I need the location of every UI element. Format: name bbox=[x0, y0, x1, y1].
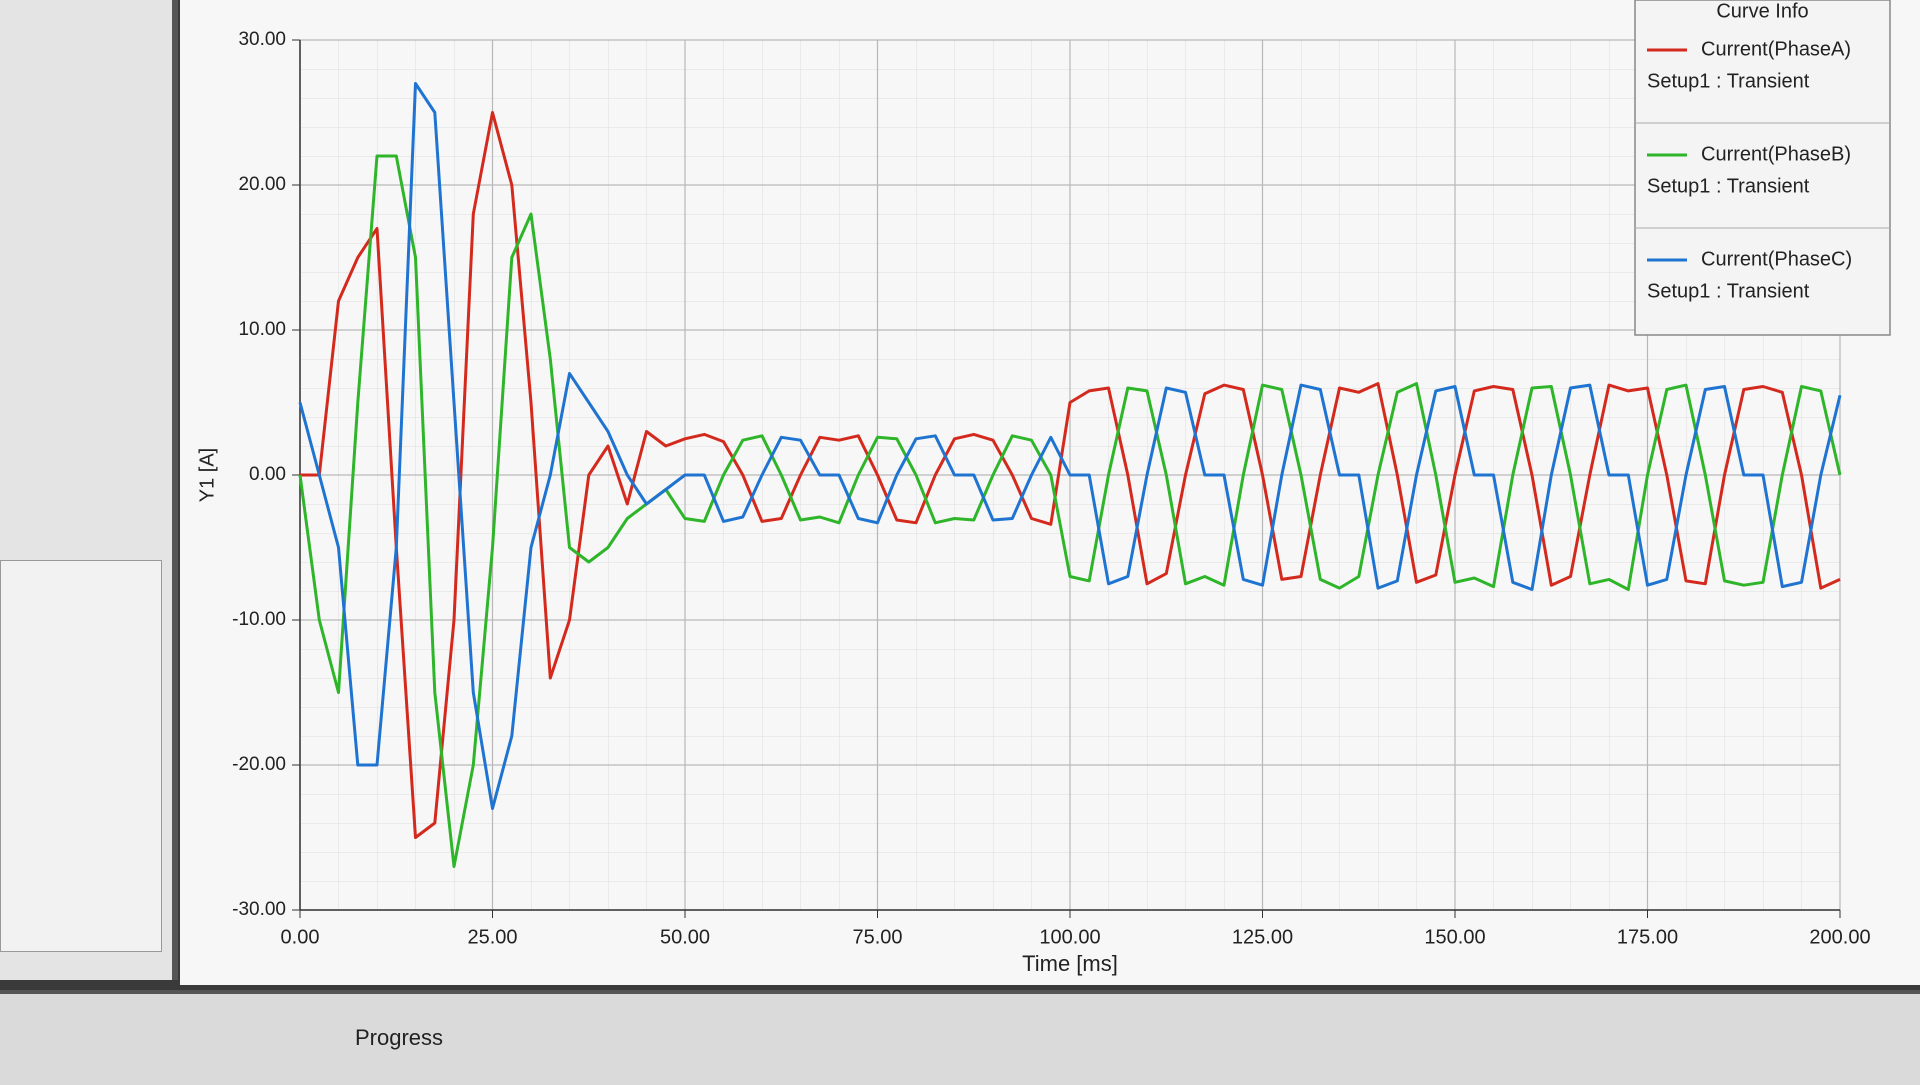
y-tick-label: -30.00 bbox=[232, 899, 286, 920]
series-line bbox=[300, 111, 1841, 839]
x-tick-label: 150.00 bbox=[1424, 926, 1485, 948]
legend-entry: Current(PhaseA) bbox=[1701, 38, 1851, 60]
y-tick-label: 0.00 bbox=[249, 464, 286, 485]
y-tick-label: -10.00 bbox=[232, 609, 286, 630]
y-tick-label: -20.00 bbox=[232, 754, 286, 775]
y-tick-label: 20.00 bbox=[238, 174, 286, 195]
x-tick-label: 125.00 bbox=[1232, 926, 1293, 948]
x-tick-label: 100.00 bbox=[1039, 926, 1100, 948]
y-axis-label: Y1 [A] bbox=[196, 448, 218, 502]
legend-title: Curve Info bbox=[1716, 0, 1808, 22]
x-tick-label: 25.00 bbox=[467, 926, 517, 948]
bottom-panel bbox=[0, 990, 1920, 1085]
series-line bbox=[298, 154, 1842, 868]
x-tick-label: 75.00 bbox=[852, 926, 902, 948]
side-panel-list bbox=[0, 560, 162, 952]
x-tick-label: 0.00 bbox=[281, 926, 320, 948]
progress-tab[interactable]: Progress bbox=[355, 1025, 444, 1050]
x-axis-label: Time [ms] bbox=[1022, 951, 1118, 976]
x-tick-label: 50.00 bbox=[660, 926, 710, 948]
legend-source: Setup1 : Transient bbox=[1647, 280, 1810, 302]
x-tick-label: 200.00 bbox=[1809, 926, 1870, 948]
series-line bbox=[298, 82, 1842, 810]
legend-box bbox=[1634, 0, 1891, 336]
legend-source: Setup1 : Transient bbox=[1647, 70, 1810, 92]
y-tick-label: 10.00 bbox=[238, 319, 286, 340]
legend-entry: Current(PhaseC) bbox=[1701, 248, 1852, 270]
side-panel bbox=[0, 0, 178, 980]
chart: Y1 [A] Time [ms] -30.00 -20.00 -10.00 0.00 1… bbox=[180, 0, 1920, 985]
x-tick-label: 175.00 bbox=[1617, 926, 1678, 948]
y-tick-label: 30.00 bbox=[238, 29, 286, 50]
legend-source: Setup1 : Transient bbox=[1647, 175, 1810, 197]
legend-entry: Current(PhaseB) bbox=[1701, 143, 1851, 165]
